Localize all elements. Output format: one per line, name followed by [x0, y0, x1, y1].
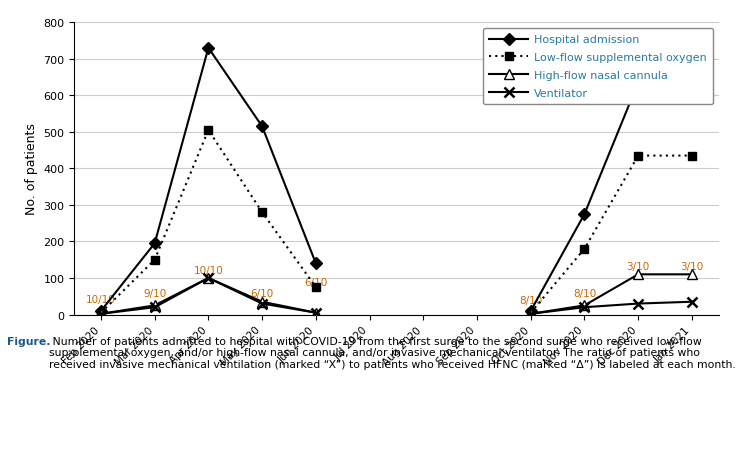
- Text: 3/10: 3/10: [680, 262, 703, 272]
- High-flow nasal cannula: [150, 303, 159, 308]
- High-flow nasal cannula: [634, 272, 642, 277]
- Text: 9/10: 9/10: [143, 288, 166, 299]
- Text: 10/10: 10/10: [193, 265, 223, 275]
- High-flow nasal cannula: [311, 310, 320, 316]
- Ventilator: [526, 311, 535, 317]
- Text: 6/10: 6/10: [250, 288, 273, 299]
- Low-flow supplemental oxygen: [150, 257, 159, 263]
- Y-axis label: No. of patients: No. of patients: [24, 123, 38, 215]
- Low-flow supplemental oxygen: [580, 246, 589, 252]
- High-flow nasal cannula: [526, 311, 535, 317]
- Ventilator: [150, 305, 159, 310]
- Low-flow supplemental oxygen: [204, 128, 213, 133]
- Hospital admission: [258, 124, 267, 130]
- Low-flow supplemental oxygen: [96, 310, 105, 316]
- Text: 10/10: 10/10: [86, 294, 116, 305]
- High-flow nasal cannula: [204, 275, 213, 281]
- Text: 6/10: 6/10: [305, 277, 328, 288]
- Ventilator: [311, 310, 320, 316]
- Hospital admission: [580, 212, 589, 217]
- Line: Ventilator: Ventilator: [96, 274, 697, 319]
- Low-flow supplemental oxygen: [311, 285, 320, 290]
- Ventilator: [634, 301, 642, 307]
- Low-flow supplemental oxygen: [634, 153, 642, 159]
- Ventilator: [258, 301, 267, 307]
- High-flow nasal cannula: [96, 311, 105, 317]
- High-flow nasal cannula: [258, 299, 267, 305]
- Ventilator: [96, 311, 105, 317]
- Hospital admission: [150, 241, 159, 246]
- Low-flow supplemental oxygen: [688, 153, 697, 159]
- Legend: Hospital admission, Low-flow supplemental oxygen, High-flow nasal cannula, Venti: Hospital admission, Low-flow supplementa…: [482, 29, 714, 105]
- Ventilator: [580, 305, 589, 310]
- Hospital admission: [311, 261, 320, 267]
- Low-flow supplemental oxygen: [526, 310, 535, 316]
- High-flow nasal cannula: [580, 303, 589, 308]
- Line: Low-flow supplemental oxygen: Low-flow supplemental oxygen: [97, 126, 696, 317]
- High-flow nasal cannula: [688, 272, 697, 277]
- Line: Hospital admission: Hospital admission: [97, 44, 696, 315]
- Hospital admission: [526, 308, 535, 314]
- Hospital admission: [204, 46, 213, 51]
- Hospital admission: [96, 308, 105, 314]
- Text: 8/10: 8/10: [519, 296, 542, 306]
- Ventilator: [204, 275, 213, 281]
- Text: Number of patients admitted to hospital with COVID-19 from the first surge to th: Number of patients admitted to hospital …: [49, 336, 736, 369]
- Hospital admission: [688, 68, 697, 73]
- Hospital admission: [634, 81, 642, 86]
- Text: Figure.: Figure.: [7, 336, 51, 346]
- Low-flow supplemental oxygen: [258, 210, 267, 215]
- Ventilator: [688, 299, 697, 305]
- Text: 8/10: 8/10: [573, 288, 596, 299]
- Line: High-flow nasal cannula: High-flow nasal cannula: [96, 270, 697, 319]
- Text: 3/10: 3/10: [627, 262, 650, 272]
